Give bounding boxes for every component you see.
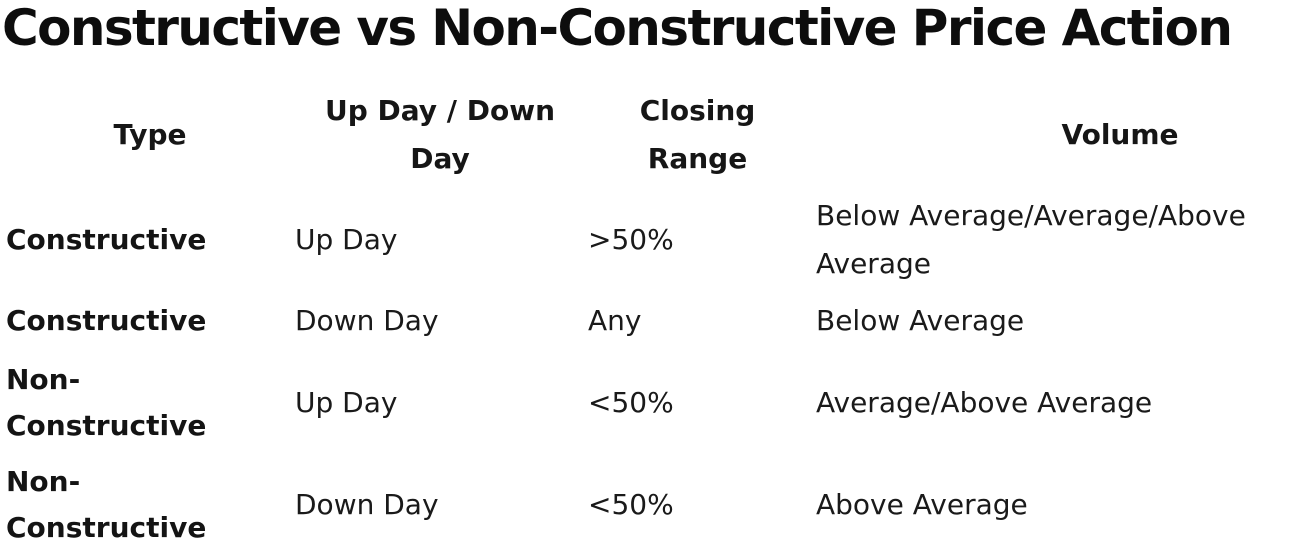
row-direction: Down Day xyxy=(295,488,439,521)
header-type: Type xyxy=(113,118,187,151)
page-title: Constructive vs Non-Constructive Price A… xyxy=(2,0,1233,57)
row-volume: Below Average xyxy=(816,304,1025,337)
header-volume: Volume xyxy=(1061,118,1179,151)
row-direction: Up Day xyxy=(295,223,398,256)
row-direction: Down Day xyxy=(295,304,439,337)
row-type: Constructive xyxy=(6,304,207,337)
row-type: Non-Constructive xyxy=(6,363,207,442)
row-closing-range: >50% xyxy=(588,223,674,256)
row-type: Constructive xyxy=(6,223,207,256)
row-volume: Above Average xyxy=(816,488,1028,521)
header-closing-range: Closing Range xyxy=(639,94,756,175)
row-closing-range: Any xyxy=(588,304,642,337)
row-direction: Up Day xyxy=(295,386,398,419)
row-volume: Below Average/Average/Above Average xyxy=(816,199,1246,280)
row-closing-range: <50% xyxy=(588,386,674,419)
row-type: Non-Constructive xyxy=(6,465,207,544)
header-up-down-day: Up Day / Down Day xyxy=(324,94,556,175)
row-volume: Average/Above Average xyxy=(816,386,1153,419)
row-closing-range: <50% xyxy=(588,488,674,521)
